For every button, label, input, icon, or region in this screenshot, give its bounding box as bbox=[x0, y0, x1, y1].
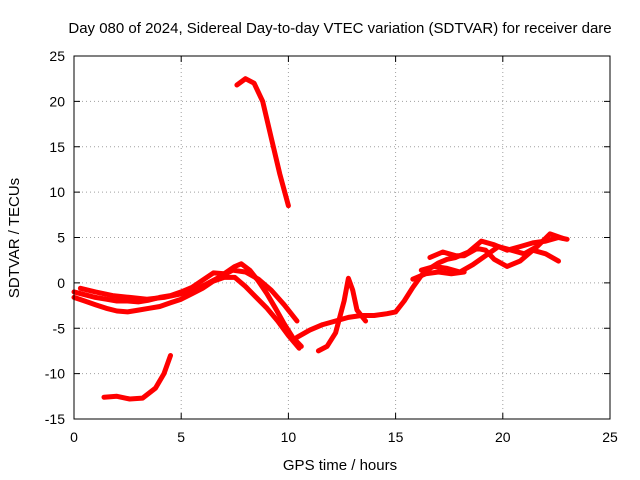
y-tick-label: 15 bbox=[49, 139, 65, 155]
chart-title: Day 080 of 2024, Sidereal Day-to-day VTE… bbox=[68, 20, 611, 37]
y-tick-label: 10 bbox=[49, 184, 65, 200]
series-arc-main-upper bbox=[71, 261, 304, 349]
x-tick-label: 20 bbox=[495, 429, 511, 445]
series-arc-late-a bbox=[418, 231, 566, 275]
grid-layer bbox=[74, 56, 610, 419]
y-tick-label: -5 bbox=[53, 320, 66, 336]
series-arc-spike bbox=[315, 275, 369, 354]
series-arc-late-c bbox=[410, 269, 467, 282]
y-tick-label: -15 bbox=[45, 411, 65, 427]
series-arc-main-mid bbox=[77, 267, 300, 324]
x-tick-label: 5 bbox=[177, 429, 185, 445]
y-axis-label: SDTVAR / TECUs bbox=[6, 178, 23, 298]
tick-layer: 0 5 10 15 20 25 -15 -10 -5 0 5 10 15 20 25 bbox=[45, 48, 618, 445]
y-tick-label: 25 bbox=[49, 48, 65, 64]
x-axis-label: GPS time / hours bbox=[283, 457, 397, 474]
y-tick-label: 5 bbox=[57, 230, 65, 246]
series-layer bbox=[71, 76, 570, 402]
y-tick-label: 0 bbox=[57, 275, 65, 291]
series-arc-late-b bbox=[427, 245, 561, 269]
series-arc-main-lower bbox=[71, 274, 302, 351]
x-tick-label: 25 bbox=[602, 429, 618, 445]
series-arc-early-low bbox=[101, 353, 173, 402]
x-tick-label: 10 bbox=[281, 429, 297, 445]
x-tick-label: 0 bbox=[70, 429, 78, 445]
y-tick-label: 20 bbox=[49, 93, 65, 109]
y-tick-label: -10 bbox=[45, 366, 65, 382]
series-arc-high bbox=[234, 76, 291, 209]
x-tick-label: 15 bbox=[388, 429, 404, 445]
